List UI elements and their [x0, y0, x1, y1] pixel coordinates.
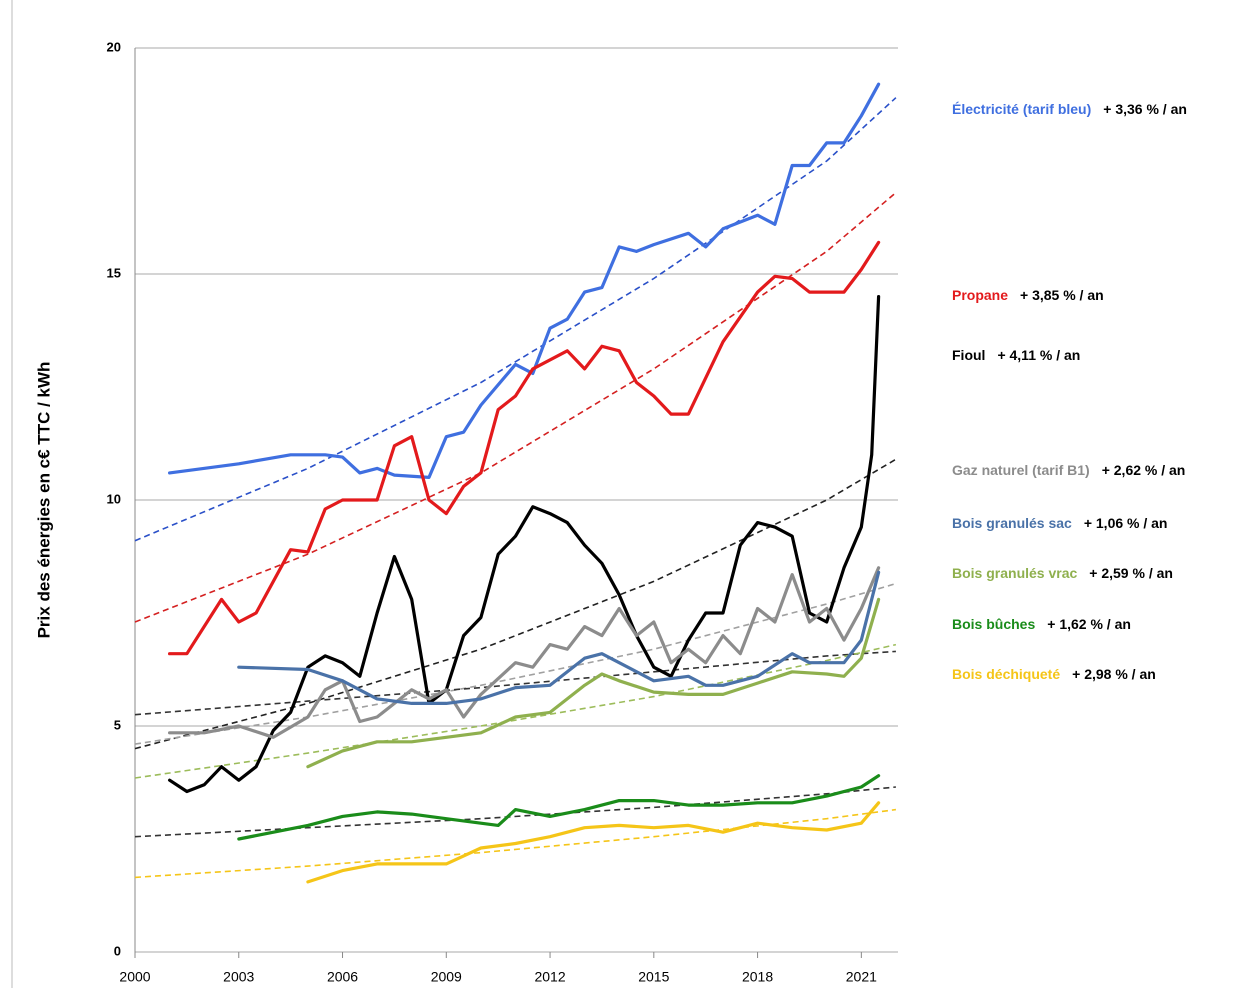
series-line [168, 566, 881, 739]
series-line [237, 570, 881, 705]
y-tick-label: 0 [114, 943, 121, 958]
trend-line [134, 191, 897, 623]
legend-rate: + 2,62 % / an [1102, 462, 1186, 478]
trend-line [134, 650, 896, 716]
x-tick-label: 2009 [431, 969, 462, 985]
trend-line [134, 97, 897, 542]
legend-name: Gaz naturel (tarif B1) [952, 462, 1090, 478]
legend-entry: Bois bûches + 1,62 % / an [952, 616, 1131, 632]
legend-entry: Fioul + 4,11 % / an [952, 347, 1080, 363]
legend-rate: + 4,11 % / an [997, 347, 1080, 363]
x-tick-label: 2021 [846, 969, 877, 985]
legend-rate: + 2,98 % / an [1072, 666, 1156, 682]
trend-line [134, 643, 897, 779]
series-line [168, 295, 881, 794]
legend-rate: + 1,06 % / an [1084, 515, 1168, 531]
series-line [306, 597, 881, 769]
trend-line [134, 786, 896, 838]
legend-rate: + 1,62 % / an [1047, 616, 1131, 632]
series-line [168, 240, 881, 656]
x-tick-label: 2012 [534, 969, 565, 985]
x-tick-label: 2003 [223, 969, 254, 985]
y-tick-label: 20 [107, 39, 121, 54]
legend-rate: + 3,36 % / an [1103, 101, 1187, 117]
legend-entry: Bois déchiqueté + 2,98 % / an [952, 666, 1156, 682]
legend-entry: Gaz naturel (tarif B1) + 2,62 % / an [952, 462, 1185, 478]
trend-line [134, 458, 897, 750]
trend-line [134, 808, 897, 879]
legend-name: Bois granulés sac [952, 515, 1072, 531]
x-tick-label: 2006 [327, 969, 358, 985]
series-line [168, 82, 881, 479]
legend-name: Fioul [952, 347, 985, 363]
legend-name: Bois granulés vrac [952, 565, 1077, 581]
y-tick-label: 5 [114, 717, 121, 732]
y-tick-label: 10 [107, 491, 121, 506]
series-line [237, 774, 881, 841]
legend-name: Bois bûches [952, 616, 1035, 632]
series-line [306, 801, 881, 884]
legend-rate: + 2,59 % / an [1089, 565, 1173, 581]
legend-entry: Électricité (tarif bleu) + 3,36 % / an [952, 101, 1187, 117]
trend-line [134, 582, 897, 745]
legend-name: Électricité (tarif bleu) [952, 101, 1091, 117]
legend-entry: Bois granulés vrac + 2,59 % / an [952, 565, 1173, 581]
y-axis-label: Prix des énergies en c€ TTC / kWh [34, 362, 53, 639]
legend-rate: + 3,85 % / an [1020, 287, 1104, 303]
legend-name: Bois déchiqueté [952, 666, 1060, 682]
y-tick-label: 15 [107, 265, 121, 280]
legend-name: Propane [952, 287, 1008, 303]
legend-entry: Propane + 3,85 % / an [952, 287, 1104, 303]
x-tick-label: 2018 [742, 969, 773, 985]
x-tick-label: 2000 [119, 969, 150, 985]
legend-entry: Bois granulés sac + 1,06 % / an [952, 515, 1168, 531]
x-tick-label: 2015 [638, 969, 669, 985]
